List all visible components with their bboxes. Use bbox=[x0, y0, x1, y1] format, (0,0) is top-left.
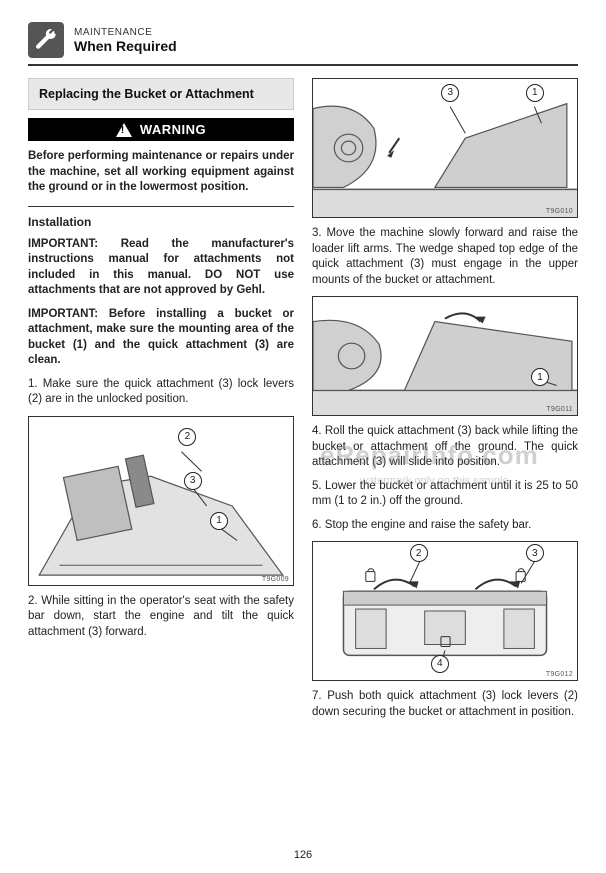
figure-tag: T9G010 bbox=[546, 208, 573, 215]
step-7: 7. Push both quick attachment (3) lock l… bbox=[312, 689, 578, 720]
figure-tag: T9G011 bbox=[546, 406, 573, 413]
callout-3: 3 bbox=[526, 544, 544, 562]
warning-label: WARNING bbox=[140, 122, 206, 137]
step-2: 2. While sitting in the operator's seat … bbox=[28, 594, 294, 641]
page-header: MAINTENANCE When Required bbox=[28, 22, 578, 58]
warning-bar: WARNING bbox=[28, 118, 294, 141]
important-note-1: IMPORTANT: Read the manufacturer's instr… bbox=[28, 237, 294, 299]
left-column: Replacing the Bucket or Attachment WARNI… bbox=[28, 78, 294, 728]
figure-illustration bbox=[29, 417, 293, 585]
important-note-2: IMPORTANT: Before installing a bucket or… bbox=[28, 307, 294, 369]
sub-divider bbox=[28, 206, 294, 207]
important-label: IMPORTANT: bbox=[28, 308, 98, 320]
step-6: 6. Stop the engine and raise the safety … bbox=[312, 518, 578, 534]
step-3: 3. Move the machine slowly forward and r… bbox=[312, 226, 578, 288]
figure-t9g010: T9G010 3 1 bbox=[312, 78, 578, 218]
figure-t9g012: T9G012 2 3 4 bbox=[312, 541, 578, 681]
warning-text: Before performing maintenance or repairs… bbox=[28, 149, 294, 196]
section-title: Replacing the Bucket or Attachment bbox=[28, 78, 294, 110]
figure-tag: T9G012 bbox=[546, 671, 573, 678]
callout-4: 4 bbox=[431, 655, 449, 673]
callout-1: 1 bbox=[210, 512, 228, 530]
wrench-icon bbox=[33, 27, 59, 53]
header-text: MAINTENANCE When Required bbox=[74, 27, 177, 54]
callout-3: 3 bbox=[441, 84, 459, 102]
callout-3: 3 bbox=[184, 472, 202, 490]
callout-2: 2 bbox=[410, 544, 428, 562]
step-5: 5. Lower the bucket or attachment until … bbox=[312, 479, 578, 510]
page-number: 126 bbox=[294, 849, 312, 861]
header-category: MAINTENANCE bbox=[74, 27, 177, 38]
step-4: 4. Roll the quick attachment (3) back wh… bbox=[312, 424, 578, 471]
callout-1: 1 bbox=[526, 84, 544, 102]
content-columns: Replacing the Bucket or Attachment WARNI… bbox=[28, 78, 578, 728]
important-label: IMPORTANT: bbox=[28, 238, 98, 250]
wrench-maintenance-icon bbox=[28, 22, 64, 58]
figure-tag: T9G009 bbox=[262, 576, 289, 583]
figure-illustration bbox=[313, 297, 577, 415]
right-column: T9G010 3 1 3. Move the machine slowly for… bbox=[312, 78, 578, 728]
warning-triangle-icon bbox=[116, 123, 132, 137]
step-1: 1. Make sure the quick attachment (3) lo… bbox=[28, 377, 294, 408]
header-divider bbox=[28, 64, 578, 66]
figure-t9g009: T9G009 231 bbox=[28, 416, 294, 586]
figure-t9g011: T9G011 1 bbox=[312, 296, 578, 416]
installation-heading: Installation bbox=[28, 215, 294, 229]
header-title: When Required bbox=[74, 38, 177, 54]
